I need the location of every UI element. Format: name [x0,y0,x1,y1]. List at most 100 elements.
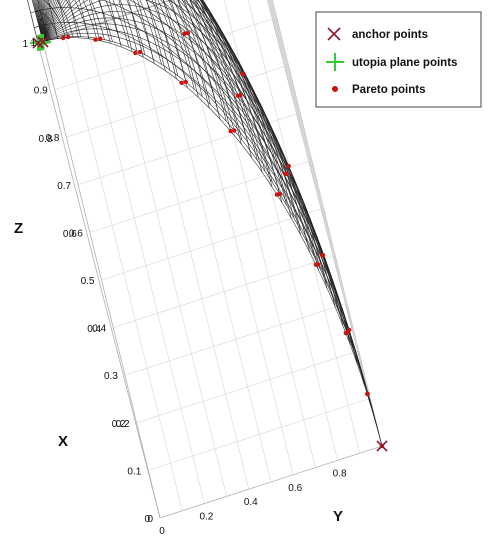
z-tick-label: 0.6 [69,228,83,239]
legend-pareto-marker [332,86,338,92]
mesh-line-longitude [42,32,377,426]
grid-line-y [176,0,294,475]
grid-line-z [270,0,313,161]
mesh-line-longitude [42,0,231,132]
z-axis-label: Z [14,220,23,237]
tick-labels: 00.10.20.30.40.50.60.70.80.9100.20.40.60… [22,38,347,537]
legend-label-utopia-plane-points: utopia plane points [352,57,457,69]
mesh-line-longitude [42,0,242,145]
mesh-line-longitude [42,0,252,158]
z-tick-label: 0.7 [57,181,71,192]
anchor-point [37,36,49,48]
anchor-point-stroke [376,440,388,452]
pareto-point [343,330,348,336]
pareto-point [232,128,237,133]
anchor-points-layer [32,36,388,452]
y-tick-label: 0.6 [288,483,302,494]
pareto-point [235,93,241,99]
pareto-point [179,80,184,86]
mesh-line-longitude [42,0,310,253]
pareto-point [137,49,143,55]
z-tick-label: 0.4 [92,324,106,335]
x-tick-label: 1 [22,39,28,50]
mesh-line-longitude [42,0,263,172]
y-tick-label: 0.2 [199,512,213,523]
pareto-point [98,36,103,41]
mesh-line-longitude [42,0,282,203]
pareto-point [320,253,325,258]
grid-line-z [66,64,289,138]
z-tick-label: 0.3 [104,371,118,382]
z-tick-label: 0.8 [45,133,59,144]
x-tick-label: 0.8 [38,134,52,145]
x-tick-label: 0.6 [63,229,77,240]
grid-line-y [153,5,272,483]
box-edge [37,42,161,519]
mesh-line-latitude [170,0,350,340]
pareto-point [182,31,187,36]
pareto-point [283,171,288,177]
x-tick-label: 0.2 [112,419,126,430]
mesh-line-longitude [42,0,319,270]
x-axis-label: X [58,433,68,450]
pareto-point [93,37,98,42]
legend-label-pareto-points: Pareto points [352,84,425,96]
grid-line-x [268,0,297,114]
pareto-point [347,327,352,333]
x-tick-label: 0 [144,514,150,525]
grid-line-y [200,0,316,468]
pareto-point [61,35,66,41]
mesh-line-longitude [42,0,221,120]
grid-line-z [89,160,312,233]
legend-box [315,11,482,108]
y-axis-label: Y [333,508,343,525]
legend-anchor-marker [327,27,341,41]
mesh-line-latitude [160,0,356,355]
mesh-line-longitude [42,17,358,365]
mesh-line-latitude [178,0,345,326]
box-edge [27,0,39,44]
z-tick-label: 0 [147,514,153,525]
pareto-point [274,192,280,197]
y-tick-label: 0.4 [244,497,258,508]
mesh-line-longitude [27,0,44,44]
pareto-point [183,79,188,85]
y-tick-label: 0.8 [333,468,347,479]
z-tick-label: 0.2 [116,419,130,430]
pareto-point [365,391,370,397]
grid-line-z [269,0,324,209]
pareto-point [133,50,138,56]
anchor-point-stroke [37,36,49,48]
z-tick-label: 0.1 [127,466,141,477]
mesh-line-longitude [42,0,292,219]
pareto-surface-mesh [27,0,383,447]
mesh-line-latitude [177,0,219,113]
mesh-line-longitude [42,0,301,235]
z-tick-label: 0.9 [34,86,48,97]
pareto-point [313,262,319,267]
legend-label-anchor-points: anchor points [352,29,428,41]
mesh-line-longitude [42,0,273,187]
z-tick-label: 1 [30,38,36,49]
z-tick-label: 0.5 [81,276,95,287]
pareto-point [228,129,233,134]
legend-utopia-marker [326,53,344,71]
mesh-line-longitude [42,23,365,385]
mesh-line-latitude [129,0,366,385]
grid-line-x [268,0,310,162]
grid-line-y [248,0,361,454]
mesh-line-longitude [42,11,351,345]
grid-line-x [269,0,322,209]
pareto-point [286,163,291,169]
pareto-point [66,34,71,40]
anchor-point [376,440,388,452]
y-tick-label: 0 [159,526,165,537]
grid-line-z [270,0,301,113]
pareto-point [240,71,245,77]
mesh-line-longitude [42,4,344,326]
x-tick-label: 0.4 [87,324,101,335]
grid-line-z [54,17,277,90]
mesh-line-longitude [42,28,371,405]
legend: anchor points utopia plane points Pareto… [315,11,482,108]
